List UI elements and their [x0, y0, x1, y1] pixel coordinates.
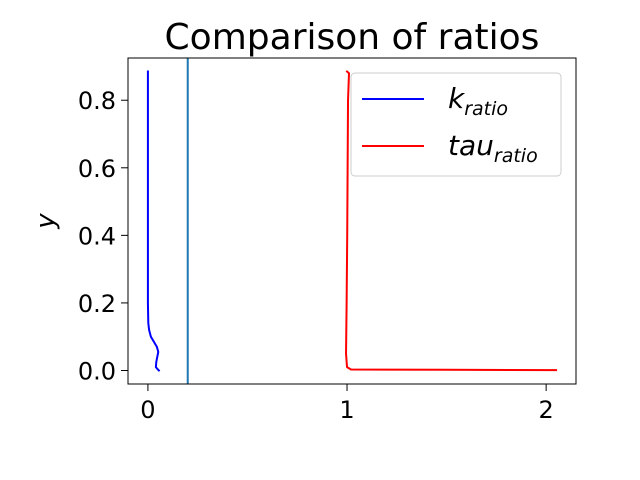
y-axis-label: y	[31, 213, 61, 230]
y-tick-label: 0.8	[78, 87, 116, 115]
series-line-k-ratio	[146, 70, 161, 372]
legend-label-tau-ratio: tauratio	[448, 129, 538, 167]
x-tick-label: 0	[140, 396, 155, 424]
x-axis-ticks: 0 1 2	[140, 384, 554, 424]
legend-label-k-ratio: kratio	[448, 82, 508, 120]
x-tick-label: 1	[339, 396, 354, 424]
y-tick-label: 0.2	[78, 290, 116, 318]
legend-label-tau-main: tau	[448, 129, 494, 162]
y-axis-ticks: 0.0 0.2 0.4 0.6 0.8	[78, 87, 128, 385]
chart-title: Comparison of ratios	[165, 17, 540, 58]
legend-label-tau-sub: ratio	[494, 145, 538, 167]
y-tick-label: 0.0	[78, 357, 116, 385]
y-tick-label: 0.4	[78, 222, 116, 250]
series-line-tau-ratio	[345, 70, 558, 372]
y-tick-label: 0.6	[78, 155, 116, 183]
legend-label-k-sub: ratio	[464, 98, 508, 120]
legend: kratio tauratio	[350, 72, 562, 177]
series-lines	[146, 70, 558, 372]
plot-border	[127, 57, 577, 385]
x-tick-label: 2	[538, 396, 553, 424]
legend-label-k-main: k	[448, 82, 466, 115]
